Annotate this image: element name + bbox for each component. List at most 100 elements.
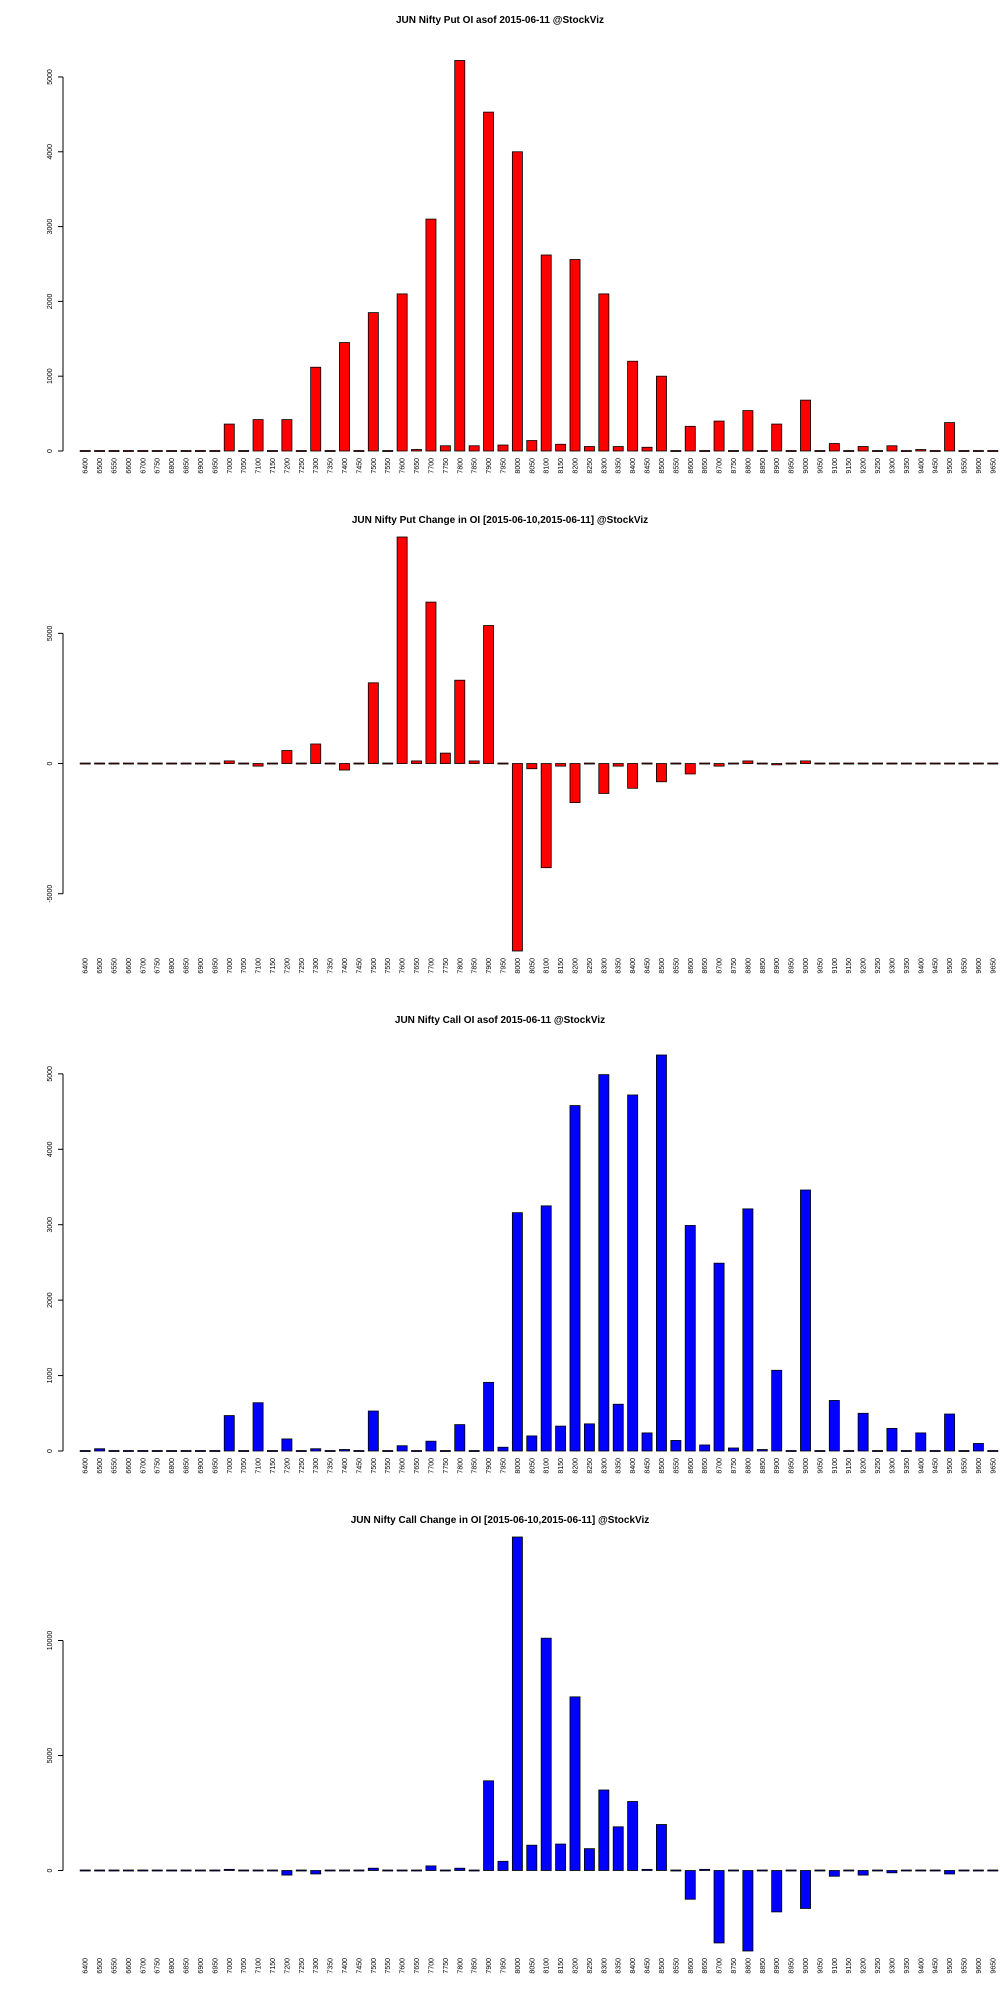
bar-9000 — [800, 1870, 811, 1909]
x-tick-label: 9350 — [904, 1958, 911, 1974]
x-tick-label: 9150 — [846, 1458, 853, 1474]
bar-8150 — [555, 763, 567, 767]
x-tick-label: 7100 — [256, 458, 263, 474]
x-tick-label: 6850 — [184, 458, 191, 474]
x-tick-label: 8550 — [673, 1958, 680, 1974]
bar-9100 — [828, 762, 840, 765]
bar-7900 — [483, 111, 495, 452]
bar-8950 — [785, 762, 797, 765]
bar-7700 — [425, 1440, 437, 1452]
x-tick-label: 9550 — [961, 458, 968, 474]
x-tick-label: 8800 — [745, 1958, 752, 1974]
bar-9350 — [900, 762, 912, 765]
x-tick-label: 8550 — [673, 958, 680, 974]
x-tick-label: 7350 — [328, 958, 335, 974]
x-tick-label: 9100 — [832, 1958, 839, 1974]
bar-9300 — [886, 762, 898, 765]
bar-7350 — [324, 450, 336, 452]
x-tick-label: 8450 — [645, 458, 652, 474]
x-tick-label: 7500 — [371, 458, 378, 474]
x-tick-label: 7450 — [356, 1958, 363, 1974]
x-tick-label: 6500 — [97, 1958, 104, 1974]
x-tick-label: 9550 — [961, 958, 968, 974]
x-tick-label: 9500 — [947, 958, 954, 974]
bar-9150 — [843, 1450, 855, 1452]
x-tick-label: 7150 — [270, 1458, 277, 1474]
put-change-oi-chart: JUN Nifty Put Change in OI [2015-06-10,2… — [47, 515, 999, 974]
x-tick-label: 6550 — [112, 1458, 119, 1474]
x-tick-label: 9100 — [832, 958, 839, 974]
x-tick-label: 6950 — [212, 1458, 219, 1474]
x-tick-label: 8550 — [673, 1458, 680, 1474]
bar-7250 — [295, 762, 307, 765]
bar-8900 — [771, 763, 783, 766]
bar-8850 — [756, 1869, 768, 1872]
bar-8200 — [569, 1105, 581, 1452]
x-tick-label: 8300 — [601, 1958, 608, 1974]
x-tick-label: 7000 — [227, 458, 234, 474]
x-tick-label: 7900 — [486, 1458, 493, 1474]
x-tick-label: 9150 — [846, 1958, 853, 1974]
x-tick-label: 8000 — [515, 458, 522, 474]
bar-6750 — [151, 1869, 163, 1872]
bar-6900 — [195, 762, 206, 765]
bar-7550 — [382, 1869, 394, 1872]
x-tick-label: 8150 — [558, 1458, 565, 1474]
x-tick-label: 9600 — [976, 958, 983, 974]
y-tick-label: 1000 — [47, 1368, 54, 1384]
x-tick-label: 7000 — [227, 1958, 234, 1974]
x-tick-label: 6900 — [198, 1958, 205, 1974]
bar-7150 — [267, 762, 278, 765]
x-tick-label: 7400 — [342, 1458, 349, 1474]
bar-8300 — [598, 293, 610, 452]
chart-title: JUN Nifty Put Change in OI [2015-06-10,2… — [352, 515, 648, 526]
bar-8400 — [627, 1094, 639, 1452]
x-tick-label: 8200 — [573, 458, 580, 474]
bar-9500 — [944, 762, 956, 765]
bar-6750 — [151, 1450, 163, 1452]
x-tick-label: 8400 — [630, 1958, 637, 1974]
bar-7000 — [223, 760, 235, 764]
x-tick-label: 7650 — [414, 1958, 421, 1974]
x-tick-label: 8950 — [789, 958, 796, 974]
x-tick-label: 8600 — [688, 458, 695, 474]
bar-9150 — [843, 762, 855, 765]
bar-6800 — [166, 450, 178, 452]
x-tick-label: 6900 — [198, 458, 205, 474]
bar-6600 — [122, 1450, 134, 1452]
bar-9500 — [944, 422, 956, 452]
bar-8300 — [598, 1074, 610, 1452]
bar-9250 — [872, 450, 883, 452]
bar-9450 — [929, 1869, 941, 1872]
call-oi-panel: JUN Nifty Call OI asof 2015-06-11 @Stock… — [0, 1000, 1000, 1500]
x-tick-label: 6400 — [83, 1958, 90, 1974]
bar-7450 — [353, 762, 365, 765]
x-tick-label: 7500 — [371, 1958, 378, 1974]
x-tick-label: 9450 — [933, 958, 940, 974]
x-tick-label: 8400 — [630, 958, 637, 974]
x-tick-label: 8700 — [717, 1458, 724, 1474]
bar-6850 — [180, 1869, 192, 1872]
x-tick-label: 6700 — [140, 958, 147, 974]
x-tick-label: 8300 — [601, 458, 608, 474]
x-tick-label: 7600 — [400, 958, 407, 974]
y-tick-label: -5000 — [47, 885, 54, 903]
x-tick-label: 7400 — [342, 1958, 349, 1974]
bar-7800 — [454, 679, 466, 764]
x-tick-label: 6550 — [112, 458, 119, 474]
x-tick-label: 8700 — [717, 958, 724, 974]
bar-7500 — [367, 1410, 379, 1452]
bar-6750 — [151, 762, 163, 765]
bar-8350 — [612, 446, 624, 452]
bar-7300 — [310, 366, 322, 452]
bar-9550 — [958, 762, 970, 765]
x-tick-label: 7400 — [342, 958, 349, 974]
x-tick-label: 8350 — [616, 458, 623, 474]
x-tick-label: 8500 — [659, 1458, 666, 1474]
bar-8800 — [742, 410, 754, 452]
y-tick-label: 0 — [47, 1868, 54, 1872]
bar-8850 — [756, 1449, 768, 1452]
x-tick-label: 9600 — [976, 1458, 983, 1474]
x-tick-label: 8800 — [745, 958, 752, 974]
x-tick-label: 7800 — [457, 458, 464, 474]
